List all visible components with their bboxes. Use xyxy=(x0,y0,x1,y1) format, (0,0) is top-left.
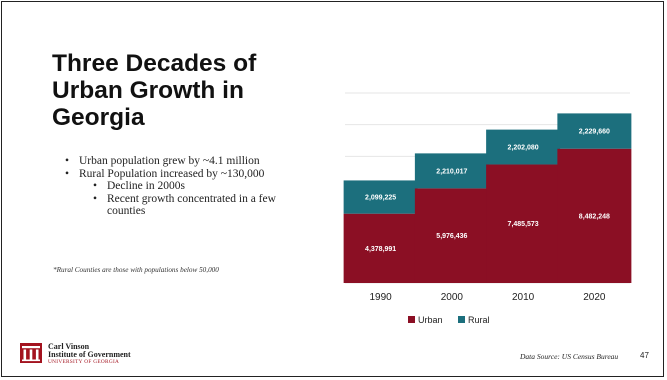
bar-rural-2000 xyxy=(414,153,489,189)
bar-urban-2000 xyxy=(414,188,489,283)
logo-line-3: UNIVERSITY OF GEORGIA xyxy=(48,359,120,365)
x-tick-label: 2000 xyxy=(441,292,464,303)
bullet-item: • Rural Population increased by ~130,000 xyxy=(62,168,292,181)
bullet-marker: • xyxy=(65,155,70,167)
data-label: 5,976,436 xyxy=(436,233,467,240)
bullet-marker: • xyxy=(65,167,70,180)
bar-urban-2010 xyxy=(486,164,561,283)
sub-bullet-item: • Decline in 2000s xyxy=(62,180,292,193)
page-number: 47 xyxy=(640,351,649,360)
logo-line-2: Institute of Government xyxy=(48,350,131,359)
sub-bullet-text: Decline in 2000s xyxy=(107,180,185,193)
legend-label: Rural xyxy=(468,315,490,325)
x-tick-label: 2020 xyxy=(583,292,606,303)
sub-bullet-item: • Recent growth concentrated in a few cou… xyxy=(62,193,292,218)
bar-rural-2020 xyxy=(557,113,632,149)
arch-logo-icon xyxy=(20,343,42,363)
legend-swatch-urban xyxy=(408,316,415,323)
data-label: 8,482,248 xyxy=(579,213,610,220)
bullet-item: • Urban population grew by ~4.1 million xyxy=(62,155,292,168)
footnote: *Rural Counties are those with populatio… xyxy=(53,266,219,274)
x-tick-label: 1990 xyxy=(370,292,393,303)
data-label: 2,210,017 xyxy=(436,168,467,175)
institute-logo: Carl Vinson Institute of Government UNIV… xyxy=(20,340,160,366)
bullet-list: • Urban population grew by ~4.1 million •… xyxy=(62,155,292,218)
data-label: 2,229,660 xyxy=(579,129,610,136)
legend-swatch-rural xyxy=(458,316,465,323)
data-label: 2,202,080 xyxy=(508,145,539,152)
data-label: 4,378,991 xyxy=(365,246,396,253)
logo-line-1: Carl Vinson xyxy=(48,342,90,351)
bar-rural-1990 xyxy=(343,180,418,214)
sub-bullet-text: Recent growth concentrated in a few coun… xyxy=(107,192,276,218)
data-label: 2,099,225 xyxy=(365,195,396,202)
legend-label: Urban xyxy=(418,315,443,325)
data-label: 7,485,573 xyxy=(508,221,539,228)
x-tick-label: 2010 xyxy=(512,292,535,303)
slide-title: Three Decades of Urban Growth in Georgia xyxy=(52,50,257,131)
bullet-text: Urban population grew by ~4.1 million xyxy=(79,155,260,167)
bar-urban-1990 xyxy=(343,213,418,283)
data-source: Data Source: US Census Bureau xyxy=(520,352,619,361)
bullet-marker: • xyxy=(93,192,98,205)
bar-urban-2020 xyxy=(557,148,632,283)
bullet-text: Rural Population increased by ~130,000 xyxy=(79,167,265,180)
bullet-marker: • xyxy=(93,180,98,193)
bar-rural-2010 xyxy=(486,129,561,165)
